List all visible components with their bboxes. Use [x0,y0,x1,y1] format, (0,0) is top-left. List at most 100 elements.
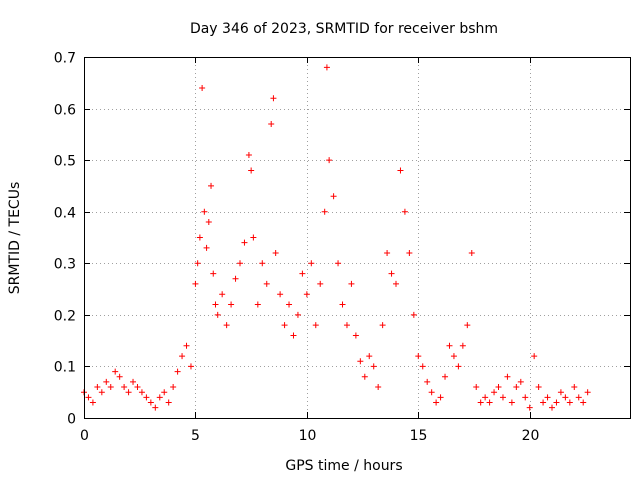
data-point [270,95,277,102]
data-point [388,270,395,277]
data-point [526,404,533,411]
data-point [232,275,239,282]
data-point [134,384,141,391]
data-point [241,239,248,246]
data-point [294,311,301,318]
data-point [468,249,475,256]
data-point [544,394,551,401]
data-point [424,378,431,385]
data-point [495,384,502,391]
data-point [352,332,359,339]
data-point [152,404,159,411]
data-point [522,394,529,401]
data-point [192,280,199,287]
data-point [208,182,215,189]
data-point [428,389,435,396]
data-point [130,378,137,385]
data-point [187,363,194,370]
data-point [161,389,168,396]
data-point [433,399,440,406]
data-point [361,373,368,380]
data-point [513,384,520,391]
data-point [254,301,261,308]
data-point [199,84,206,91]
data-point [196,234,203,241]
x-tick-label: 15 [410,428,428,444]
data-point [170,384,177,391]
data-point [147,399,154,406]
data-point [401,208,408,215]
data-point [549,404,555,411]
data-point [482,394,489,401]
data-point [183,342,190,349]
data-point [459,342,466,349]
data-point [268,121,275,128]
data-point [348,280,355,287]
data-point [419,363,426,370]
data-point [263,280,270,287]
data-point [566,399,573,406]
data-point [343,322,350,329]
x-tick-label: 20 [522,428,540,444]
data-point [455,363,462,370]
data-point [379,322,386,329]
data-point [121,384,128,391]
y-tick-label: 0.3 [54,257,76,273]
data-point [223,322,230,329]
data-point [397,167,404,174]
data-point [464,322,471,329]
data-point [326,157,333,164]
data-point [156,394,163,401]
data-point [330,193,337,200]
data-point [473,384,480,391]
data-point [450,353,457,360]
data-point [125,389,132,396]
data-point [357,358,364,365]
x-axis-label: GPS time / hours [285,458,402,474]
data-point [143,394,150,401]
data-point [107,384,114,391]
data-point [212,301,219,308]
data-point [366,353,373,360]
data-point [308,260,315,267]
data-point [205,219,212,226]
grid [84,57,630,418]
data-point [446,342,453,349]
data-point [393,280,399,287]
y-axis-label: SRMTID / TECUs [7,182,23,295]
y-tick-label: 0.4 [54,206,76,222]
data-point [562,394,569,401]
data-point [499,394,506,401]
x-tick-label: 0 [80,428,89,444]
data-point [437,394,444,401]
data-point [384,249,391,256]
data-point [116,373,123,380]
data-point [375,384,382,391]
y-tick-label: 0.6 [54,103,76,119]
data-point [179,353,186,360]
data-point [504,373,511,380]
data-point [312,322,319,329]
data-point [210,270,217,277]
data-point [477,399,484,406]
data-point [94,384,101,391]
data-point [540,399,547,406]
y-tick-label: 0.7 [54,51,76,67]
data-point [259,260,266,267]
data-point [410,311,417,318]
data-point [335,260,342,267]
data-point [339,301,346,308]
data-point [219,291,226,298]
data-point [290,332,297,339]
data-point [89,399,96,406]
data-point [138,389,145,396]
data-point [415,353,422,360]
y-tick-label: 0.1 [54,360,76,376]
data-point [553,399,560,406]
y-tick-label: 0 [67,412,76,428]
data-point [531,353,538,360]
data-point [299,270,306,277]
data-point [203,244,210,251]
data-point [245,151,252,158]
y-tick-label: 0.5 [54,154,76,170]
